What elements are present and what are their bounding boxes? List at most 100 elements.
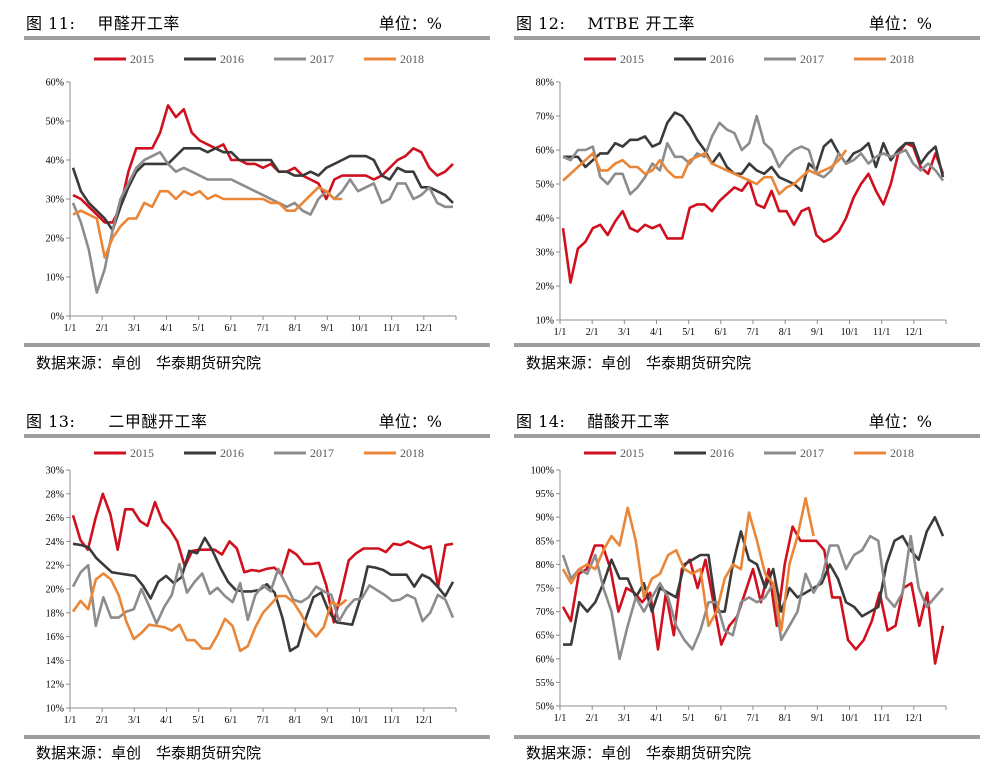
header-rule bbox=[24, 36, 490, 40]
x-tick-label: 10/1 bbox=[351, 715, 369, 726]
legend-label-2018: 2018 bbox=[400, 52, 424, 66]
chart-panel-3: 图 14: 醋酸开工率 单位：% 2015 2016 2017 2018 50% 55% 6… bbox=[514, 404, 980, 774]
x-tick-label: 4/1 bbox=[650, 327, 663, 338]
x-tick-label: 5/1 bbox=[192, 715, 205, 726]
series-line-2018 bbox=[562, 149, 848, 196]
x-tick-label: 8/1 bbox=[289, 715, 302, 726]
series-line-2017 bbox=[562, 114, 945, 196]
x-tick-label: 2/1 bbox=[586, 327, 599, 338]
data-source: 数据来源：卓创 华泰期货研究院 bbox=[36, 354, 262, 372]
y-tick-label: 50% bbox=[536, 180, 554, 191]
header-rule bbox=[514, 36, 980, 40]
series-line-2018 bbox=[72, 186, 343, 259]
x-tick-label: 1/1 bbox=[554, 327, 567, 338]
x-tick-label: 12/1 bbox=[905, 713, 923, 724]
legend-label-2018: 2018 bbox=[890, 446, 914, 460]
y-tick-label: 95% bbox=[536, 489, 554, 500]
chart-panel-0: 图 11: 甲醛开工率 单位：% 2015 2016 2017 2018 0% 10% 20… bbox=[24, 6, 490, 376]
y-tick-label: 10% bbox=[536, 316, 554, 327]
y-tick-label: 18% bbox=[46, 608, 64, 619]
x-tick-label: 7/1 bbox=[747, 713, 760, 724]
x-tick-label: 6/1 bbox=[224, 715, 237, 726]
y-tick-label: 60% bbox=[46, 78, 64, 89]
y-tick-label: 75% bbox=[536, 584, 554, 595]
x-tick-label: 7/1 bbox=[257, 715, 270, 726]
panel-unit: 单位：% bbox=[378, 14, 442, 33]
series-line-2015 bbox=[71, 492, 454, 624]
header-rule bbox=[24, 434, 490, 438]
footer-rule bbox=[24, 735, 490, 739]
x-tick-label: 2/1 bbox=[586, 713, 599, 724]
line-chart: 2015 2016 2017 2018 50% 55% 60% 65% 70% 75% 80% 85%… bbox=[531, 446, 947, 724]
panel-unit: 单位：% bbox=[868, 14, 932, 33]
series-line-2016 bbox=[563, 515, 945, 646]
y-tick-label: 40% bbox=[46, 156, 64, 167]
panel-header: 图 11: 甲醛开工率 单位：% bbox=[24, 6, 490, 36]
series-line-2018 bbox=[71, 572, 348, 653]
line-chart: 2015 2016 2017 2018 10% 12% 14% 16% 18% 20% 22% 24%… bbox=[46, 446, 457, 726]
panel-title: 图 14: 醋酸开工率 bbox=[516, 412, 670, 431]
x-tick-label: 8/1 bbox=[289, 323, 302, 334]
x-tick-label: 4/1 bbox=[160, 323, 173, 334]
y-tick-label: 90% bbox=[536, 513, 554, 524]
x-tick-label: 3/1 bbox=[618, 713, 631, 724]
y-tick-label: 60% bbox=[536, 654, 554, 665]
x-tick-label: 10/1 bbox=[351, 323, 369, 334]
y-tick-label: 30% bbox=[46, 466, 64, 477]
legend-label-2015: 2015 bbox=[130, 52, 154, 66]
legend-label-2015: 2015 bbox=[620, 52, 644, 66]
x-tick-label: 1/1 bbox=[554, 713, 567, 724]
x-tick-label: 4/1 bbox=[160, 715, 173, 726]
x-tick-label: 7/1 bbox=[747, 327, 760, 338]
y-tick-label: 65% bbox=[536, 631, 554, 642]
chart-panel-2: 图 13: 二甲醚开工率 单位：% 2015 2016 2017 2018 10% 12%… bbox=[24, 404, 490, 774]
legend-label-2017: 2017 bbox=[800, 446, 824, 460]
chart-panel-1: 图 12: MTBE 开工率 单位：% 2015 2016 2017 2018 10% 2… bbox=[514, 6, 980, 376]
x-tick-label: 12/1 bbox=[415, 715, 433, 726]
x-tick-label: 3/1 bbox=[618, 327, 631, 338]
y-tick-label: 20% bbox=[46, 234, 64, 245]
legend-label-2015: 2015 bbox=[130, 446, 154, 460]
x-tick-label: 9/1 bbox=[811, 327, 824, 338]
y-tick-label: 12% bbox=[46, 680, 64, 691]
y-tick-label: 26% bbox=[46, 513, 64, 524]
y-tick-label: 40% bbox=[536, 214, 554, 225]
x-tick-label: 11/1 bbox=[383, 323, 400, 334]
x-tick-label: 5/1 bbox=[682, 713, 695, 724]
y-tick-label: 20% bbox=[536, 282, 554, 293]
legend-label-2017: 2017 bbox=[800, 52, 824, 66]
y-tick-label: 70% bbox=[536, 607, 554, 618]
x-tick-label: 8/1 bbox=[779, 713, 792, 724]
x-tick-label: 1/1 bbox=[64, 715, 77, 726]
y-tick-label: 50% bbox=[46, 117, 64, 128]
x-tick-label: 7/1 bbox=[257, 323, 270, 334]
x-tick-label: 4/1 bbox=[650, 713, 663, 724]
series-line-2016 bbox=[563, 111, 945, 193]
y-tick-label: 14% bbox=[46, 656, 64, 667]
panel-header: 图 13: 二甲醚开工率 单位：% bbox=[24, 404, 490, 434]
footer-rule bbox=[514, 343, 980, 347]
x-tick-label: 9/1 bbox=[321, 323, 334, 334]
y-tick-label: 60% bbox=[536, 146, 554, 157]
y-tick-label: 20% bbox=[46, 585, 64, 596]
y-tick-label: 85% bbox=[536, 536, 554, 547]
legend-label-2015: 2015 bbox=[620, 446, 644, 460]
panel-unit: 单位：% bbox=[378, 412, 442, 431]
x-tick-label: 8/1 bbox=[779, 327, 792, 338]
panel-header: 图 12: MTBE 开工率 单位：% bbox=[514, 6, 980, 36]
legend-label-2017: 2017 bbox=[310, 446, 334, 460]
x-tick-label: 3/1 bbox=[128, 323, 141, 334]
panel-unit: 单位：% bbox=[868, 412, 932, 431]
panel-header: 图 14: 醋酸开工率 单位：% bbox=[514, 404, 980, 434]
panel-title: 图 13: 二甲醚开工率 bbox=[26, 412, 208, 431]
x-tick-label: 6/1 bbox=[224, 323, 237, 334]
footer-rule bbox=[514, 735, 980, 739]
series-line-2017 bbox=[71, 562, 455, 628]
y-tick-label: 10% bbox=[46, 704, 64, 715]
x-tick-label: 12/1 bbox=[905, 327, 923, 338]
x-tick-label: 11/1 bbox=[383, 715, 400, 726]
legend-label-2017: 2017 bbox=[310, 52, 334, 66]
y-tick-label: 16% bbox=[46, 632, 64, 643]
panel-title: 图 12: MTBE 开工率 bbox=[516, 14, 696, 33]
x-tick-label: 11/1 bbox=[873, 713, 890, 724]
